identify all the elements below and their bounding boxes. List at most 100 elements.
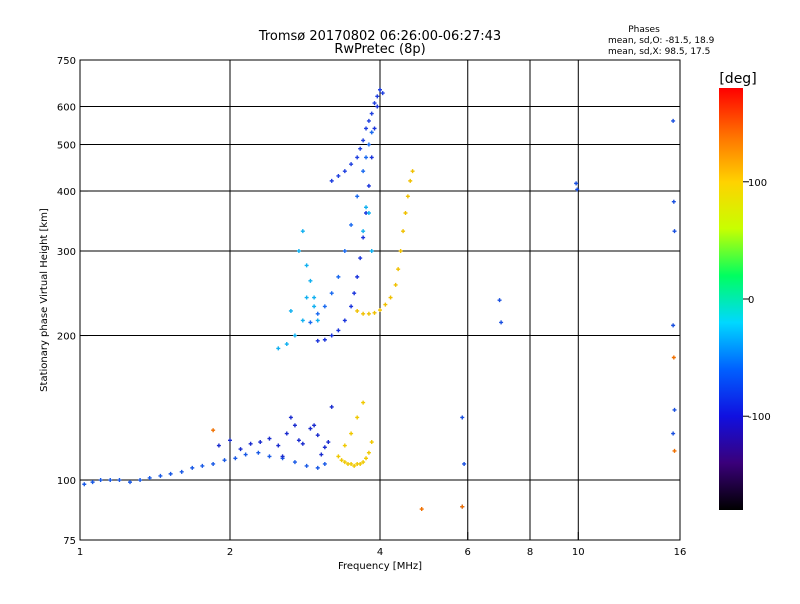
data-point <box>398 249 403 254</box>
data-point <box>364 126 369 131</box>
data-point <box>339 458 344 463</box>
data-point <box>408 178 413 183</box>
data-point <box>499 320 504 325</box>
y-tick-label: 200 <box>57 332 76 343</box>
data-point <box>361 169 366 174</box>
data-point <box>361 138 366 143</box>
data-point <box>211 428 216 433</box>
data-point <box>147 475 152 480</box>
data-point <box>364 155 369 160</box>
data-point <box>258 440 263 445</box>
data-point <box>243 452 248 457</box>
grid-lines <box>80 60 680 540</box>
data-point <box>342 460 347 465</box>
data-point <box>329 178 334 183</box>
y-tick-label: 400 <box>57 187 76 198</box>
colorbar-tick-label: 100 <box>748 178 767 189</box>
data-point <box>329 333 334 338</box>
data-point <box>672 407 677 412</box>
y-tick-label: 75 <box>63 536 76 547</box>
data-point <box>364 205 369 210</box>
data-point <box>361 460 366 465</box>
data-point <box>284 342 289 347</box>
data-point <box>358 461 363 466</box>
y-tick-label: 300 <box>57 247 76 258</box>
data-point <box>322 337 327 342</box>
data-point <box>138 478 143 483</box>
data-point <box>672 229 677 234</box>
data-point <box>308 278 313 283</box>
data-point <box>267 436 272 441</box>
data-point <box>304 463 309 468</box>
data-point <box>216 443 221 448</box>
data-point <box>671 199 676 204</box>
data-point <box>308 426 313 431</box>
data-point <box>403 211 408 216</box>
data-point <box>322 445 327 450</box>
phases-mean-o: mean, sd,O: -81.5, 18.9 <box>608 36 715 46</box>
data-point <box>296 249 301 254</box>
data-point <box>361 400 366 405</box>
data-point <box>304 263 309 268</box>
data-point <box>108 478 113 483</box>
data-point <box>233 456 238 461</box>
x-tick-label: 8 <box>527 547 533 558</box>
data-point <box>292 460 297 465</box>
data-point <box>312 304 317 309</box>
data-point <box>401 229 406 234</box>
data-point <box>280 454 285 459</box>
data-point <box>329 291 334 296</box>
data-point <box>222 458 227 463</box>
data-point <box>405 194 410 199</box>
data-point <box>671 323 676 328</box>
data-point <box>315 338 320 343</box>
data-point <box>117 478 122 483</box>
data-point <box>304 295 309 300</box>
x-axis-label: Frequency [MHz] <box>338 561 422 572</box>
data-point <box>315 311 320 316</box>
data-point <box>380 91 385 96</box>
data-point <box>352 463 357 468</box>
data-point <box>349 162 354 167</box>
data-point <box>372 310 377 315</box>
data-point <box>90 480 95 485</box>
data-point <box>336 328 341 333</box>
data-point <box>369 440 374 445</box>
data-point <box>284 431 289 436</box>
data-point <box>366 118 371 123</box>
data-point <box>190 465 195 470</box>
data-point <box>366 311 371 316</box>
data-point <box>672 448 677 453</box>
colorbar <box>719 88 743 510</box>
colorbar-ticks: 100 0 -100 <box>743 178 771 423</box>
data-point <box>82 482 87 487</box>
data-point <box>315 465 320 470</box>
data-point <box>300 318 305 323</box>
data-point <box>375 104 380 109</box>
data-point <box>312 295 317 300</box>
data-point <box>462 461 467 466</box>
data-point <box>388 295 393 300</box>
x-tick-label: 1 <box>77 547 83 558</box>
data-point <box>322 304 327 309</box>
data-point <box>361 311 366 316</box>
data-point <box>393 282 398 287</box>
data-point <box>369 130 374 135</box>
data-point <box>355 274 360 279</box>
data-point <box>355 155 360 160</box>
x-tick-label: 16 <box>674 547 687 558</box>
data-point <box>358 256 363 261</box>
data-point <box>296 438 301 443</box>
colorbar-tick-label: -100 <box>748 412 771 423</box>
data-point <box>369 111 374 116</box>
data-point <box>575 187 580 192</box>
data-point <box>336 454 341 459</box>
data-point <box>211 461 216 466</box>
data-point <box>267 454 272 459</box>
x-tick-label: 6 <box>465 547 471 558</box>
data-point <box>355 194 360 199</box>
data-point <box>248 441 253 446</box>
data-point <box>355 415 360 420</box>
data-point <box>179 469 184 474</box>
